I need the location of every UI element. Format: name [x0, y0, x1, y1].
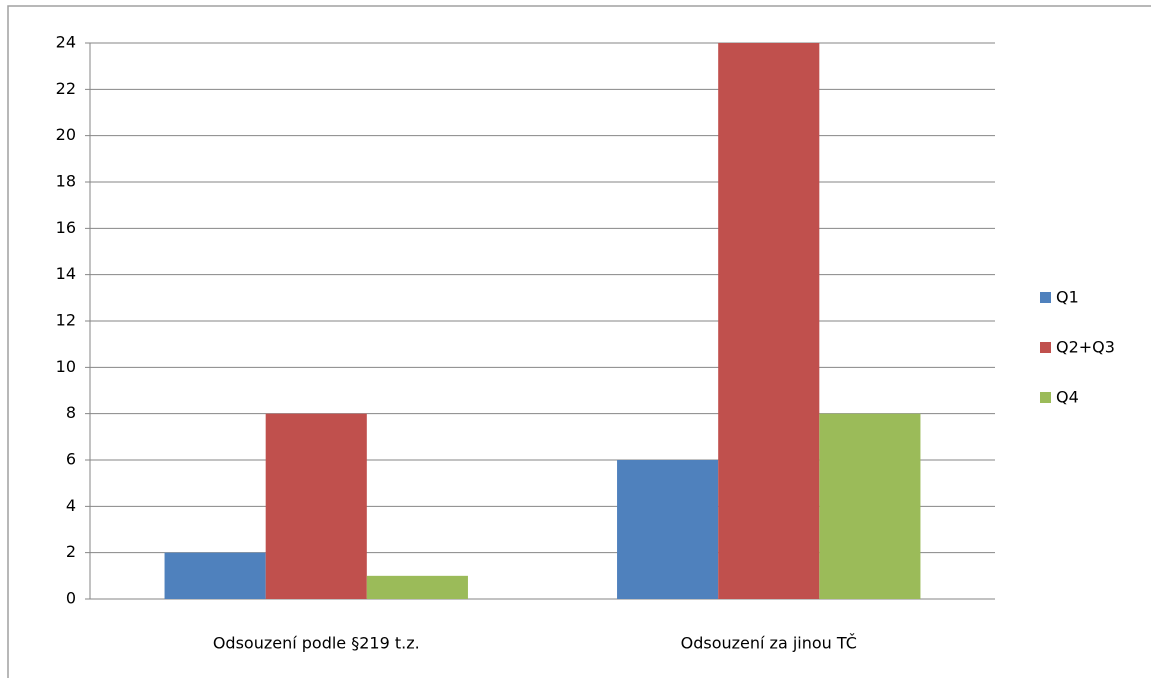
bar	[366, 575, 468, 599]
legend-label: Q2+Q3	[1056, 338, 1115, 357]
y-tick-label: 20	[56, 125, 76, 144]
bar	[718, 43, 820, 599]
x-tick-label: Odsouzení za jinou TČ	[681, 634, 857, 653]
y-tick-label: 8	[66, 403, 76, 422]
bar	[819, 413, 921, 599]
y-tick-label: 24	[56, 33, 76, 52]
y-tick-label: 0	[66, 589, 76, 608]
y-tick-label: 22	[56, 79, 76, 98]
chart-frame	[7, 5, 1151, 678]
y-tick-label: 10	[56, 357, 76, 376]
y-tick-label: 6	[66, 450, 76, 469]
x-tick-label: Odsouzení podle §219 t.z.	[213, 634, 420, 653]
bar	[164, 552, 266, 599]
y-tick-label: 18	[56, 172, 76, 191]
legend-swatch	[1040, 392, 1051, 403]
legend-swatch	[1040, 292, 1051, 303]
y-tick-label: 14	[56, 264, 76, 283]
y-tick-label: 16	[56, 218, 76, 237]
y-tick-label: 2	[66, 542, 76, 561]
legend-swatch	[1040, 342, 1051, 353]
bar	[617, 460, 719, 599]
legend-label: Q4	[1056, 388, 1079, 407]
y-tick-label: 12	[56, 311, 76, 330]
bar	[265, 413, 367, 599]
y-tick-label: 4	[66, 496, 76, 515]
legend-label: Q1	[1056, 288, 1079, 307]
